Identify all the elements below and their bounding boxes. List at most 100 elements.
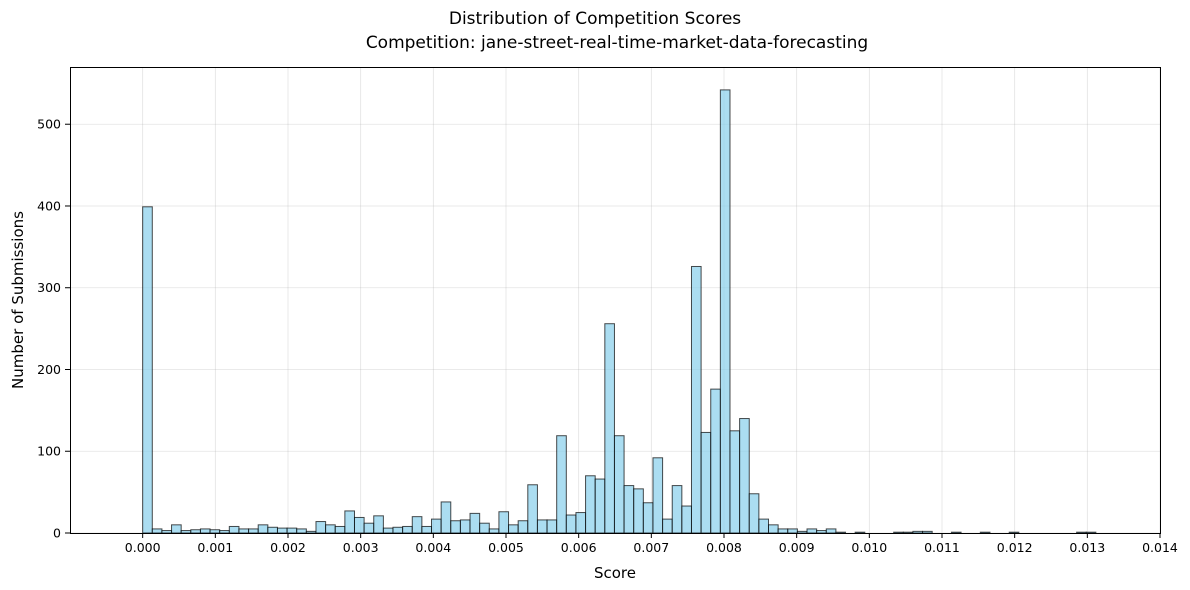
histogram-bar [585, 475, 596, 534]
histogram-bar [681, 505, 692, 534]
x-tick-label: 0.000 [125, 540, 161, 555]
x-axis-label: Score [594, 564, 636, 582]
histogram-bar [594, 478, 606, 534]
histogram-bar [209, 529, 221, 534]
histogram-bar [219, 530, 230, 534]
x-tick-label: 0.004 [415, 540, 451, 555]
histogram-bar [315, 521, 327, 534]
histogram-bar [604, 323, 615, 534]
histogram-bar [142, 206, 153, 534]
histogram-bar [623, 485, 635, 534]
histogram-bar [979, 531, 991, 534]
histogram-bar [748, 493, 760, 534]
histogram-bar [565, 514, 577, 534]
histogram-bar [334, 525, 346, 534]
x-tick-label: 0.008 [706, 540, 742, 555]
histogram-bar [228, 525, 240, 534]
histogram-bar [440, 501, 452, 534]
x-tick-label: 0.012 [997, 540, 1033, 555]
histogram-bar [171, 524, 182, 534]
histogram-bar [392, 526, 404, 534]
x-tick-label: 0.006 [561, 540, 597, 555]
histogram-bar [276, 527, 288, 534]
histogram-bar [248, 528, 259, 534]
histogram-bar [652, 457, 664, 534]
y-tick-label: 0 [53, 526, 61, 541]
histogram-bar [816, 530, 827, 534]
y-axis-label: Number of Submissions [9, 211, 27, 389]
histogram-bar [575, 512, 587, 534]
histogram-bar [190, 529, 201, 534]
x-tick-label: 0.002 [270, 540, 306, 555]
histogram-bar [382, 527, 394, 534]
histogram-bar [768, 524, 779, 534]
histogram-bar [835, 531, 847, 534]
histogram-bar [238, 528, 250, 534]
histogram-bar [450, 520, 461, 534]
histogram-bar [613, 435, 625, 534]
histogram-bar [363, 522, 375, 534]
histogram-bar [257, 524, 269, 534]
histogram-bar [508, 524, 519, 534]
histogram-bar [305, 530, 317, 534]
histogram-bar [912, 530, 924, 534]
chart-title: Distribution of Competition Scores [449, 9, 741, 29]
histogram-bar [459, 519, 471, 534]
histogram-bar [710, 388, 721, 534]
histogram-bar [267, 526, 278, 534]
x-tick-label: 0.007 [633, 540, 669, 555]
x-tick-label: 0.014 [1142, 540, 1178, 555]
histogram-bar [690, 265, 702, 534]
x-tick-label: 0.003 [343, 540, 379, 555]
histogram-bar [421, 525, 433, 534]
histogram-bar [527, 484, 538, 534]
histogram-bar [1076, 531, 1087, 534]
histogram-bar [922, 530, 933, 534]
histogram-bar [325, 524, 336, 534]
y-tick-label: 400 [37, 198, 61, 213]
histogram-bar [758, 518, 770, 534]
histogram-bar [825, 528, 837, 534]
histogram-bar [902, 531, 914, 534]
histogram-bar [950, 531, 962, 534]
histogram-bar [796, 530, 808, 534]
histogram-bar [296, 528, 307, 534]
histogram-bar [373, 515, 384, 534]
histogram-bar [662, 518, 673, 534]
histogram-bar [151, 528, 163, 534]
histogram-bar [546, 519, 558, 534]
histogram-bar [180, 530, 192, 534]
histogram-bar [469, 512, 481, 534]
histogram-bar [719, 89, 731, 534]
histogram-bar [739, 418, 750, 534]
histogram-bar [854, 531, 866, 534]
x-tick-label: 0.013 [1069, 540, 1105, 555]
x-tick-label: 0.005 [488, 540, 524, 555]
histogram-bar [517, 520, 529, 534]
histogram-bar [536, 519, 548, 534]
y-tick-label: 100 [37, 444, 61, 459]
histogram-bar [642, 502, 654, 534]
histogram-bar [556, 435, 567, 534]
histogram-bar [479, 522, 490, 534]
histogram-bar [787, 528, 798, 534]
histogram-bar [402, 525, 413, 534]
histogram-bar [411, 516, 423, 534]
histogram-bar [700, 431, 712, 534]
y-tick-label: 500 [37, 117, 61, 132]
histogram-bar [777, 528, 789, 534]
histogram-bar [498, 511, 510, 534]
x-axis-ticks: 0.000 0.001 0.002 0.003 0.004 0.005 0.006 0.007… [125, 533, 1178, 555]
histogram-bar [286, 527, 298, 534]
histogram-bar [806, 528, 818, 534]
histogram-bar [729, 430, 741, 534]
y-tick-label: 300 [37, 280, 61, 295]
histogram-bar [893, 531, 904, 534]
histogram-bar [633, 488, 644, 534]
histogram-bar [671, 485, 683, 534]
y-axis-ticks: 0 100 200 300 400 500 [37, 117, 70, 541]
x-tick-label: 0.011 [924, 540, 960, 555]
chart-subtitle: Competition: jane-street-real-time-marke… [366, 33, 868, 53]
histogram-bar [161, 530, 173, 534]
